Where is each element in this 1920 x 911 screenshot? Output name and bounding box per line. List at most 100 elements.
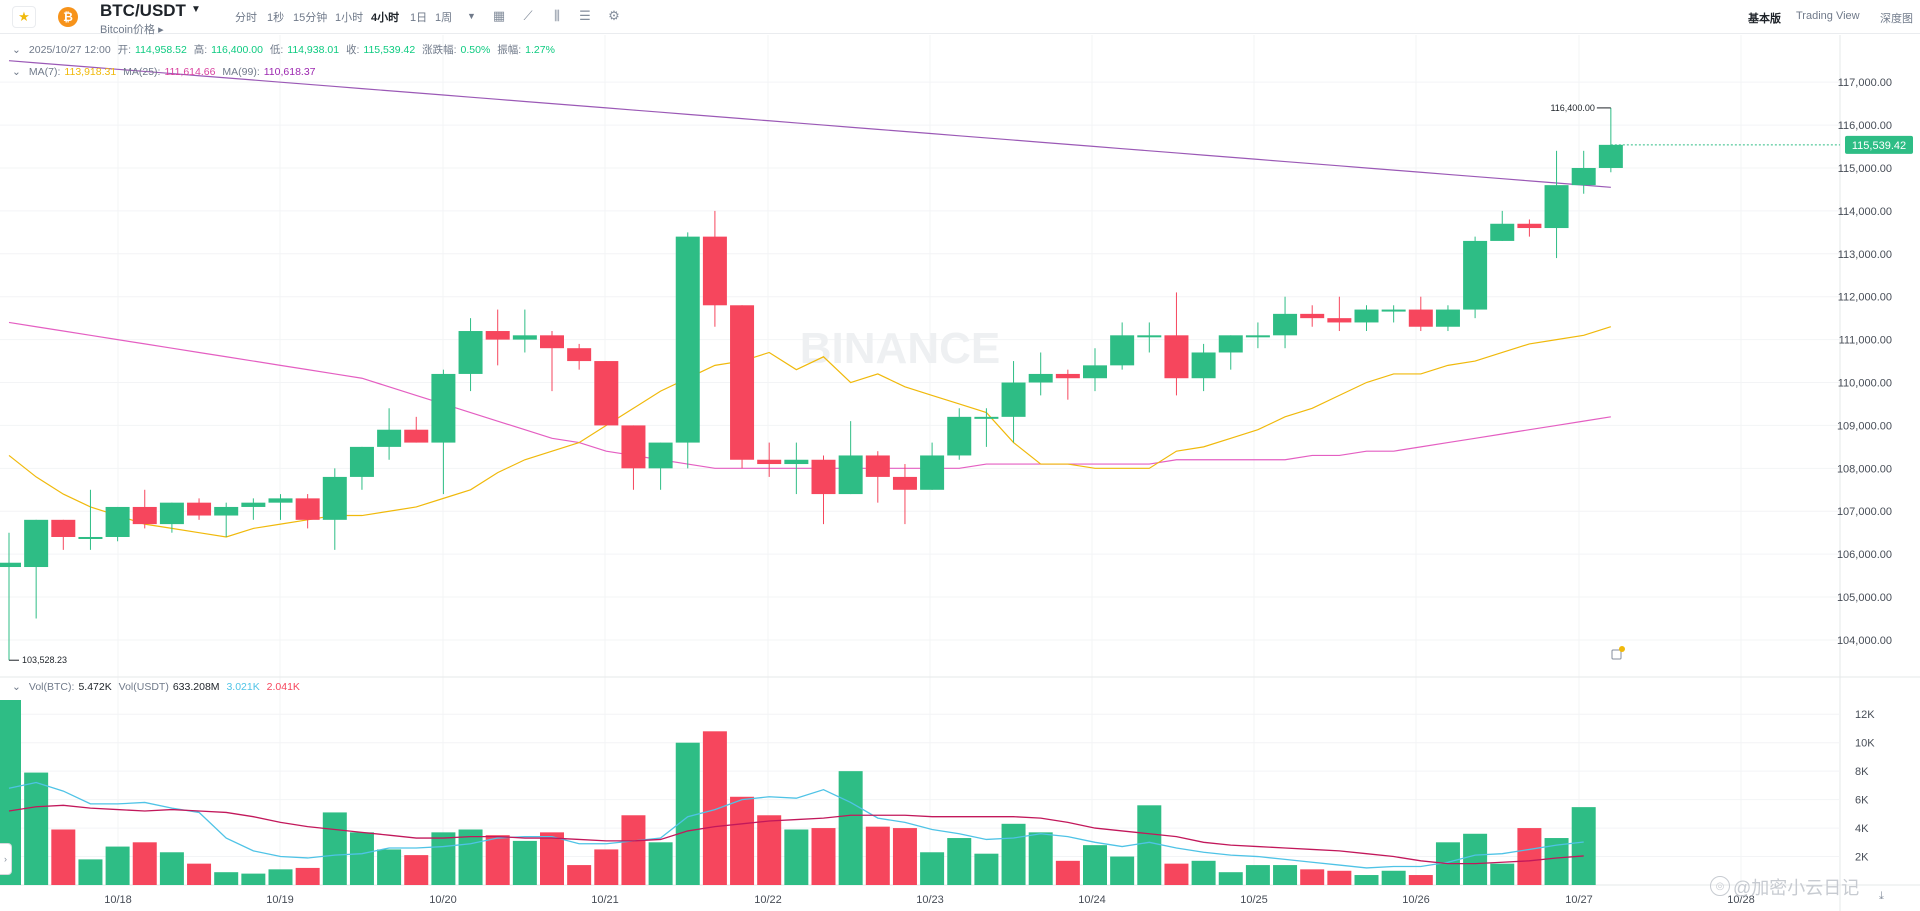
- view-tradingview[interactable]: Trading View: [1796, 10, 1860, 22]
- candle: [865, 455, 890, 477]
- volume-bar: [1381, 870, 1406, 885]
- volume-bar: [431, 832, 456, 885]
- volume-bar: [540, 832, 564, 885]
- candle: [0, 562, 21, 568]
- volume-bar: [105, 846, 130, 885]
- volume-bar: [1245, 865, 1270, 885]
- candle: [1055, 373, 1080, 379]
- candle: [51, 519, 76, 537]
- candle: [1408, 309, 1433, 327]
- collapse-chevron-icon[interactable]: ⌄: [12, 44, 21, 56]
- tf-15m[interactable]: 15分钟: [293, 12, 328, 24]
- candle: [757, 459, 782, 465]
- ma99-line: [8, 60, 1611, 188]
- collapse-chevron-icon[interactable]: ⌄: [12, 681, 21, 693]
- ma25-line: [8, 321, 1611, 469]
- candle: [974, 416, 999, 419]
- chevron-down-icon[interactable]: ▼: [191, 4, 201, 15]
- volume-bar: [78, 859, 103, 885]
- volume-bar: [322, 812, 347, 885]
- date-tick-label: 10/25: [1240, 894, 1268, 906]
- current-price-label: 115,539.42: [1852, 140, 1906, 152]
- pair-title[interactable]: BTC/USDT: [100, 1, 186, 20]
- volume-bar: [187, 863, 212, 885]
- view-basic[interactable]: 基本版: [1748, 13, 1781, 25]
- volume-bar: [1028, 832, 1053, 885]
- candle-style-icon[interactable]: ⫼: [554, 8, 560, 23]
- low-marker-label: 103,528.23: [22, 655, 67, 665]
- candle: [648, 442, 673, 469]
- candle: [892, 476, 917, 490]
- volume-bar: [1164, 863, 1189, 885]
- date-tick-label: 10/23: [916, 894, 944, 906]
- date-tick-label: 10/21: [591, 894, 619, 906]
- candle: [540, 335, 564, 349]
- bitcoin-logo-icon: ₿: [58, 7, 78, 27]
- candle: [947, 416, 972, 456]
- volume-bar: [811, 828, 836, 885]
- favorite-star-icon[interactable]: ★: [12, 6, 36, 28]
- volume-bar: [1218, 872, 1243, 885]
- candle: [1218, 335, 1243, 353]
- expand-panel-button[interactable]: ›: [0, 843, 12, 875]
- volume-bar: [947, 838, 972, 885]
- candle: [485, 331, 510, 340]
- volume-bar: [702, 731, 727, 885]
- gear-icon[interactable]: ⚙: [608, 8, 620, 23]
- date-tick-label: 10/26: [1402, 894, 1430, 906]
- tf-4h[interactable]: 4小时: [371, 12, 400, 24]
- pair-subtitle[interactable]: Bitcoin价格 ▸: [100, 24, 164, 36]
- indicator-settings-icon[interactable]: ☰: [579, 8, 591, 23]
- volume-bar: [1055, 860, 1080, 885]
- volume-bar: [349, 832, 374, 885]
- chart-toolbar: ★ ₿ BTC/USDT ▼ Bitcoin价格 ▸ 分时 1秒 15分钟 1小…: [0, 0, 1920, 36]
- volume-bar: [1137, 805, 1162, 885]
- candle: [268, 498, 293, 503]
- volume-tick-label: 10K: [1855, 738, 1875, 750]
- volume-bar: [621, 815, 646, 885]
- candle: [675, 236, 700, 443]
- volume-bar: [1354, 875, 1379, 885]
- tf-tick[interactable]: 分时: [235, 12, 257, 24]
- volume-bar: [485, 835, 510, 885]
- calendar-icon[interactable]: ▦: [492, 8, 506, 23]
- candle: [730, 305, 755, 460]
- tf-1h[interactable]: 1小时: [335, 12, 364, 24]
- more-timeframes-icon[interactable]: ▼: [467, 11, 476, 21]
- price-tick-label: 116,000.00: [1838, 120, 1892, 132]
- candle: [1490, 223, 1515, 241]
- tf-1d[interactable]: 1日: [410, 12, 428, 24]
- volume-bar: [892, 828, 917, 885]
- candle: [295, 498, 320, 520]
- volume-bar: [1490, 863, 1515, 885]
- price-tick-label: 110,000.00: [1838, 378, 1892, 390]
- candle: [1273, 313, 1298, 336]
- volume-bar: [1001, 823, 1026, 885]
- candle: [132, 506, 157, 525]
- volume-bar: [132, 842, 157, 885]
- view-depth[interactable]: 深度图: [1880, 13, 1913, 25]
- candle: [349, 446, 374, 477]
- volume-tick-label: 4K: [1855, 823, 1869, 835]
- volume-bar: [1463, 833, 1488, 885]
- line-chart-icon[interactable]: ⟋: [523, 8, 533, 23]
- tf-1s[interactable]: 1秒: [267, 12, 285, 24]
- date-tick-label: 10/22: [754, 894, 782, 906]
- volume-legend: ⌄ Vol(BTC): 5.472K Vol(USDT) 633.208M 3.02…: [12, 681, 300, 693]
- candle: [621, 425, 646, 469]
- collapse-chevron-icon[interactable]: ⌄: [12, 66, 21, 78]
- price-tick-label: 115,000.00: [1838, 163, 1892, 175]
- volume-bar: [594, 849, 619, 885]
- price-chart[interactable]: BINANCE 117,000.00 116,000.00 115,000.00 11…: [0, 35, 1920, 911]
- candle: [24, 519, 49, 568]
- tf-1w[interactable]: 1周: [435, 12, 453, 24]
- volume-bar: [1300, 869, 1325, 885]
- alert-bell-icon[interactable]: [1611, 646, 1625, 660]
- scroll-to-latest-icon[interactable]: ⤓: [1879, 890, 1884, 902]
- candle: [838, 455, 863, 495]
- date-tick-label: 10/24: [1078, 894, 1106, 906]
- date-tick-label: 10/20: [429, 894, 457, 906]
- volume-bar: [920, 852, 945, 885]
- candle: [1598, 144, 1623, 168]
- volume-bar: [1517, 828, 1542, 885]
